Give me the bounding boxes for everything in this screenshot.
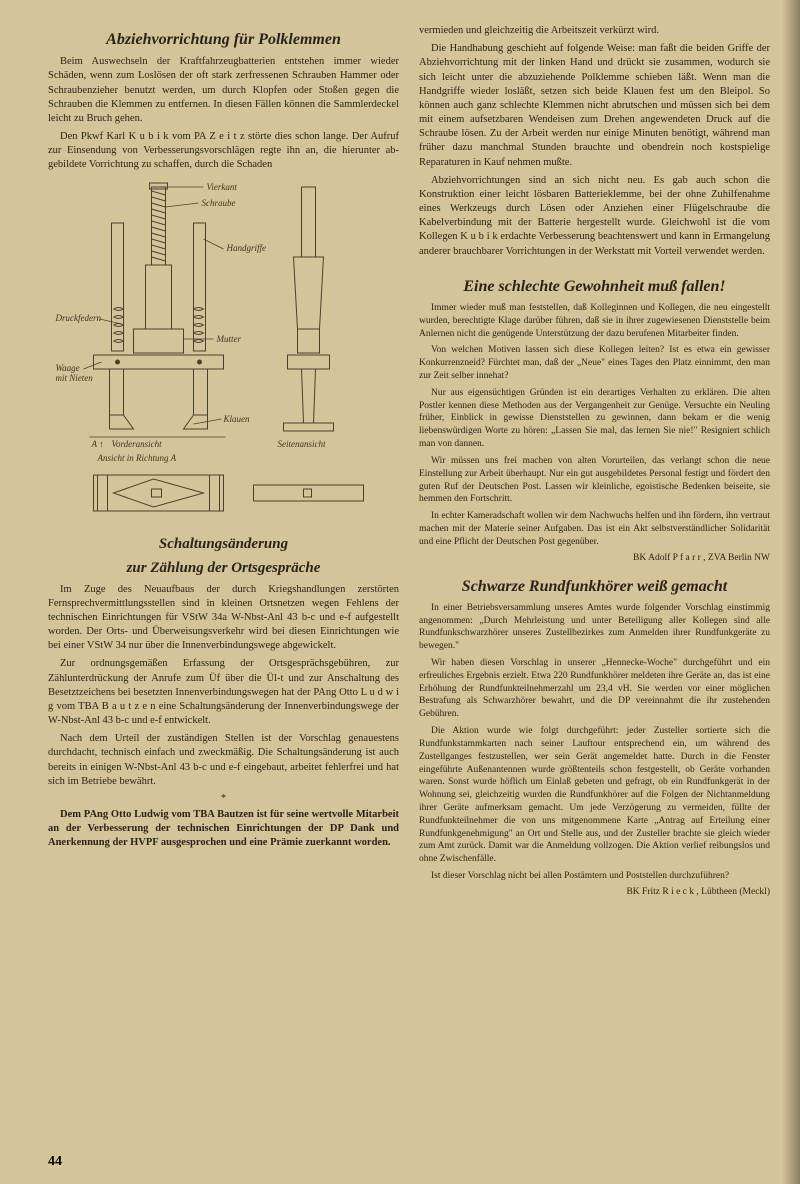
left-column: Abziehvorrichtung für Polklemmen Beim Au…	[48, 24, 399, 1164]
svg-text:Schraube: Schraube	[202, 198, 236, 208]
article-r2-p4: Wir müssen uns frei machen von alten Vor…	[419, 455, 770, 506]
article1-p2: Den Pkwf Karl K u b i k vom PA Z e i t z…	[48, 130, 399, 173]
svg-text:A ↑: A ↑	[91, 439, 104, 449]
svg-text:Druckfedern: Druckfedern	[55, 313, 102, 323]
article-r3-p2: Wir haben diesen Vorschlag in unserer „H…	[419, 657, 770, 721]
article-r2-p2: Von welchen Motiven lassen sich diese Ko…	[419, 344, 770, 382]
article-r3-p4: Ist dieser Vorschlag nicht bei allen Pos…	[419, 870, 770, 883]
article1cont-p1: vermieden und gleichzeitig die Arbeitsze…	[419, 24, 770, 38]
article-r2-sig: BK Adolf P f a r r , ZVA Berlin NW	[419, 553, 770, 563]
article-r2-title: Eine schlechte Gewohnheit muß fallen!	[419, 277, 770, 296]
side-view	[284, 187, 334, 431]
svg-text:Ansicht in Richtung A: Ansicht in Richtung A	[97, 453, 177, 463]
svg-text:Vierkant: Vierkant	[207, 182, 238, 192]
article-r2-p1: Immer wieder muß man feststellen, daß Ko…	[419, 302, 770, 340]
svg-text:Klauen: Klauen	[223, 414, 250, 424]
page-edge-shadow	[782, 0, 800, 1184]
article-r2-p5: In echter Kameradschaft wollen wir dem N…	[419, 510, 770, 548]
page: Abziehvorrichtung für Polklemmen Beim Au…	[0, 0, 800, 1184]
article-r3-p1: In einer Betriebsversammlung unseres Amt…	[419, 602, 770, 653]
article2-p1: Im Zuge des Neuaufbaus der durch Kriegsh…	[48, 583, 399, 654]
article2-p4-bold: Dem PAng Otto Ludwig vom TBA Bautzen ist…	[48, 808, 399, 851]
page-number: 44	[48, 1154, 62, 1170]
svg-text:Vorderansicht: Vorderansicht	[112, 439, 163, 449]
article1cont-p3: Abziehvorrichtungen sind an sich nicht n…	[419, 174, 770, 259]
article-r2-p3: Nur aus eigensüchtigen Gründen ist ein d…	[419, 387, 770, 451]
article1-p1: Beim Auswechseln der Kraftfahrzeugbatter…	[48, 55, 399, 126]
article-r3-sig: BK Fritz R i e c k , Lübtheen (Meckl)	[419, 887, 770, 897]
svg-text:Handgriffe: Handgriffe	[226, 243, 267, 253]
svg-text:Seitenansicht: Seitenansicht	[278, 439, 326, 449]
right-column: vermieden und gleichzeitig die Arbeitsze…	[419, 24, 770, 1164]
article-r3-p3: Die Aktion wurde wie folgt durchgeführt:…	[419, 725, 770, 866]
technical-diagram: Vierkant Schraube Handgriffe Druckfedern…	[48, 179, 399, 529]
svg-text:Mutter: Mutter	[216, 334, 242, 344]
article1cont-p2: Die Handhabung geschieht auf folgende We…	[419, 42, 770, 170]
article2-p3: Nach dem Urteil der zuständigen Stellen …	[48, 732, 399, 789]
article2-title-line2: zur Zählung der Ortsgespräche	[48, 559, 399, 577]
article2-title-line1: Schaltungsänderung	[48, 535, 399, 553]
view-a	[94, 475, 224, 511]
svg-text:Waagemit Nieten: Waagemit Nieten	[56, 363, 94, 383]
front-view	[94, 183, 224, 429]
article2-p2: Zur ordnungsgemäßen Erfassung der Ortsge…	[48, 657, 399, 728]
article-r3-title: Schwarze Rundfunkhörer weiß gemacht	[419, 577, 770, 596]
article1-title: Abziehvorrichtung für Polklemmen	[48, 30, 399, 49]
